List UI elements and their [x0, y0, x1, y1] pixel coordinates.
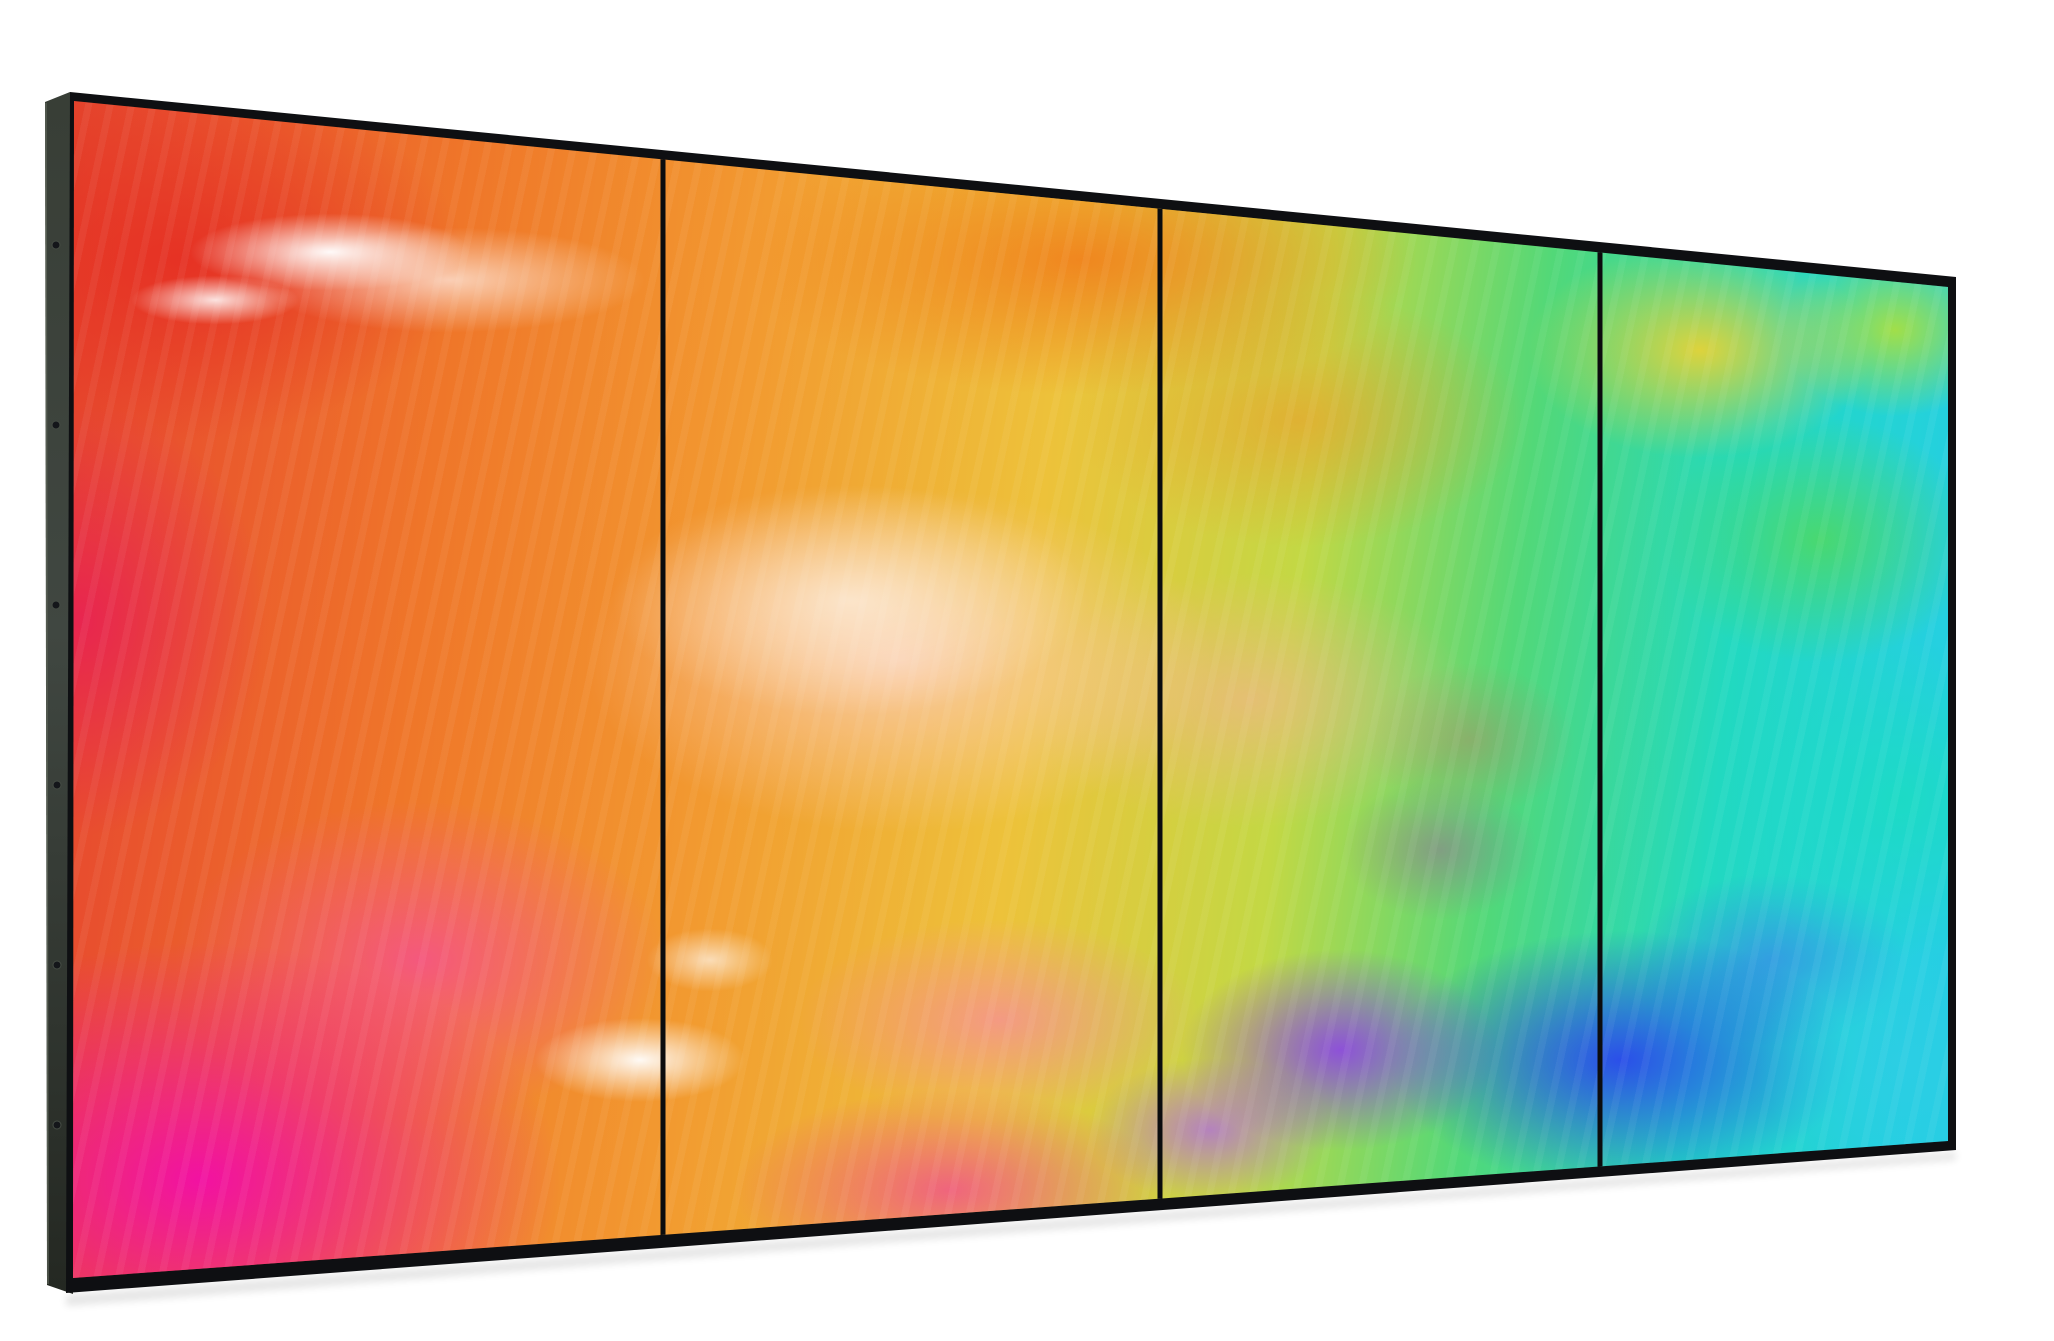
frame-screw — [51, 420, 61, 430]
display-panel-1 — [73, 101, 661, 1278]
frame-side-highlight — [45, 102, 49, 1285]
display-panel-2 — [665, 160, 1158, 1236]
display-panel-3 — [1162, 209, 1598, 1200]
floor-shadow — [66, 1152, 1956, 1306]
frame-screw — [52, 1120, 62, 1130]
frame-screw — [51, 240, 61, 250]
frame-screw — [52, 960, 62, 970]
frame-screw — [51, 600, 61, 610]
frame-screws — [51, 240, 62, 1130]
frame-side-panel — [45, 92, 73, 1294]
display-panel-4 — [1602, 253, 1948, 1167]
frame-screw — [52, 780, 62, 790]
